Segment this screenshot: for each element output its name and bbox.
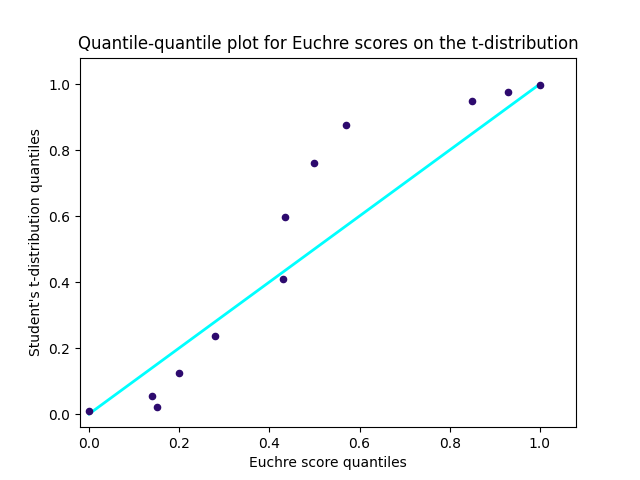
Title: Quantile-quantile plot for Euchre scores on the t-distribution: Quantile-quantile plot for Euchre scores… (77, 35, 579, 53)
Point (309, 159, 319, 167)
Point (152, 404, 162, 411)
Point (535, 81, 545, 89)
Point (174, 369, 184, 377)
Point (467, 97, 477, 105)
X-axis label: Euchre score quantiles: Euchre score quantiles (249, 456, 407, 470)
Point (280, 213, 291, 220)
Point (341, 121, 351, 129)
Point (210, 333, 220, 340)
Y-axis label: Student's t-distribution quantiles: Student's t-distribution quantiles (29, 129, 43, 356)
Point (84, 407, 94, 415)
Point (147, 392, 157, 400)
Point (503, 88, 513, 96)
Point (278, 276, 288, 283)
